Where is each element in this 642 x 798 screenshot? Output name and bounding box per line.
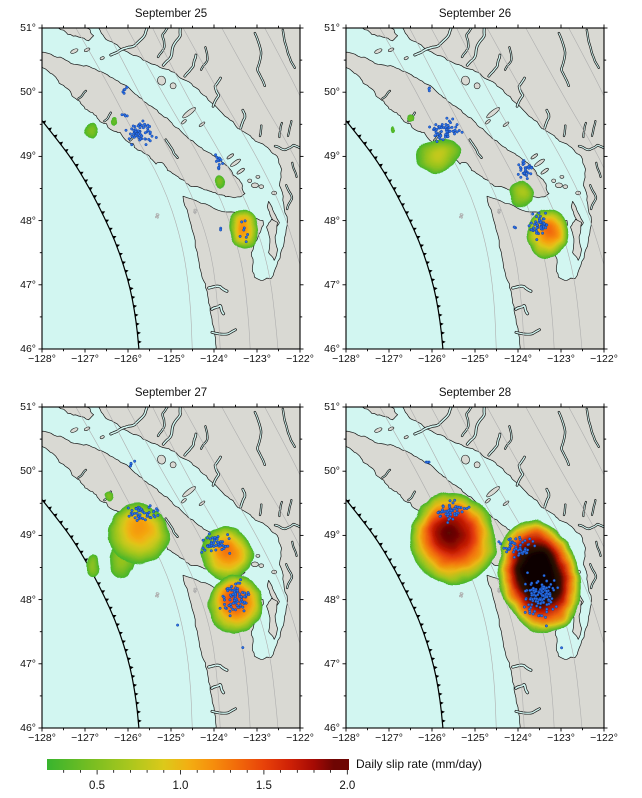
tremor-dots-layer (126, 459, 251, 650)
y-tick-label: 48° (20, 593, 36, 606)
colorbar-gradient (47, 759, 349, 770)
map-frame (41, 27, 301, 350)
x-tick-label: −128° (28, 353, 56, 365)
tremor-dots-layer (424, 460, 564, 650)
y-tick-label: 47° (20, 657, 36, 670)
x-tick-label: −125° (157, 732, 185, 744)
x-tick-label: −122° (286, 732, 314, 744)
panel-title-sep25: September 25 (134, 8, 208, 20)
colorbar-title: Daily slip rate (mm/day) (356, 757, 483, 771)
y-tick-label: 50° (324, 86, 340, 99)
contour-depth-label: 40 (496, 587, 502, 594)
y-tick-label: 51° (20, 22, 36, 34)
contour-depth-label: 30 (154, 591, 160, 598)
map-frame (345, 406, 605, 729)
slab-contours: 30 40 (379, 28, 604, 349)
colorbar-tick-label: 1.0 (172, 780, 189, 792)
y-tick-label: 51° (20, 401, 36, 413)
x-tick-label: −123° (243, 732, 271, 744)
x-tick-label: −124° (200, 353, 228, 365)
y-tick-label: 46° (20, 343, 36, 355)
y-tick-label: 47° (324, 278, 340, 291)
y-tick-label: 49° (20, 150, 36, 163)
y-tick-label: 50° (20, 86, 36, 99)
x-tick-label: −128° (332, 732, 360, 744)
contour-depth-label: 40 (496, 208, 502, 215)
y-tick-label: 50° (324, 465, 340, 478)
tremor-dots-layer (427, 86, 549, 242)
y-tick-label: 48° (324, 593, 340, 606)
panel-title-sep27: September 27 (134, 387, 208, 399)
y-tick-label: 51° (324, 401, 340, 413)
y-tick-label: 47° (20, 278, 36, 291)
x-tick-label: −127° (71, 732, 99, 744)
x-tick-label: −127° (71, 353, 99, 365)
tremor-dots-layer (120, 85, 250, 244)
contour-depth-label: 30 (154, 212, 160, 219)
x-tick-label: −128° (28, 732, 56, 744)
x-tick-label: −125° (157, 353, 185, 365)
x-tick-label: −126° (418, 353, 446, 365)
x-tick-label: −126° (114, 732, 142, 744)
map-content: 30 40 (346, 407, 604, 728)
x-tick-label: −126° (418, 732, 446, 744)
x-tick-label: −124° (504, 353, 532, 365)
colorbar-tick-label: 1.5 (255, 780, 272, 792)
x-tick-label: −127° (375, 732, 403, 744)
x-tick-label: −127° (375, 353, 403, 365)
slip-patches-layer (390, 113, 569, 258)
contour-depth-label: 30 (458, 212, 464, 219)
map-panel-september-27: 30 40 (38, 403, 304, 732)
x-tick-label: −123° (243, 353, 271, 365)
colorbar-tick-label: 2.0 (339, 780, 356, 792)
panel-title-sep26: September 26 (438, 8, 512, 20)
trench-line (42, 119, 142, 349)
x-tick-label: −124° (504, 732, 532, 744)
x-tick-label: −122° (590, 732, 618, 744)
y-tick-label: 46° (324, 343, 340, 355)
y-tick-label: 49° (324, 150, 340, 163)
map-panel-september-25: 30 40 (38, 24, 304, 353)
map-panel-september-26: 30 40 (342, 24, 608, 353)
x-tick-label: −122° (286, 353, 314, 365)
axis-ticks (38, 24, 304, 353)
rivers-layer (77, 28, 300, 336)
map-content: 30 40 (42, 407, 300, 728)
y-tick-label: 46° (324, 722, 340, 734)
y-tick-label: 48° (324, 214, 340, 227)
y-tick-label: 49° (324, 529, 340, 542)
trench-line (346, 119, 446, 349)
trench-line (346, 498, 446, 728)
x-tick-label: −128° (332, 353, 360, 365)
x-tick-label: −123° (547, 353, 575, 365)
x-tick-label: −126° (114, 353, 142, 365)
y-tick-label: 48° (20, 214, 36, 227)
map-content: 30 40 (42, 28, 300, 349)
map-frame (345, 27, 605, 350)
map-panel-september-28: 30 40 (342, 403, 608, 732)
x-tick-label: −125° (461, 353, 489, 365)
contour-depth-label: 40 (192, 208, 198, 215)
x-tick-label: −123° (547, 732, 575, 744)
rivers-layer (381, 28, 604, 336)
panel-title-sep28: September 28 (438, 387, 512, 399)
map-content: 30 40 (346, 28, 604, 349)
y-tick-label: 51° (324, 22, 340, 34)
map-frame (41, 406, 301, 729)
y-tick-label: 49° (20, 529, 36, 542)
contour-depth-label: 30 (458, 591, 464, 598)
y-tick-label: 50° (20, 465, 36, 478)
y-tick-label: 47° (324, 657, 340, 670)
colorbar-tick-label: 0.5 (89, 780, 106, 792)
contour-depth-label: 40 (192, 587, 198, 594)
colorbar-ticks (63, 770, 348, 775)
y-tick-label: 46° (20, 722, 36, 734)
x-tick-label: −125° (461, 732, 489, 744)
x-tick-label: −122° (590, 353, 618, 365)
slab-contours: 30 40 (75, 28, 300, 349)
x-tick-label: −124° (200, 732, 228, 744)
